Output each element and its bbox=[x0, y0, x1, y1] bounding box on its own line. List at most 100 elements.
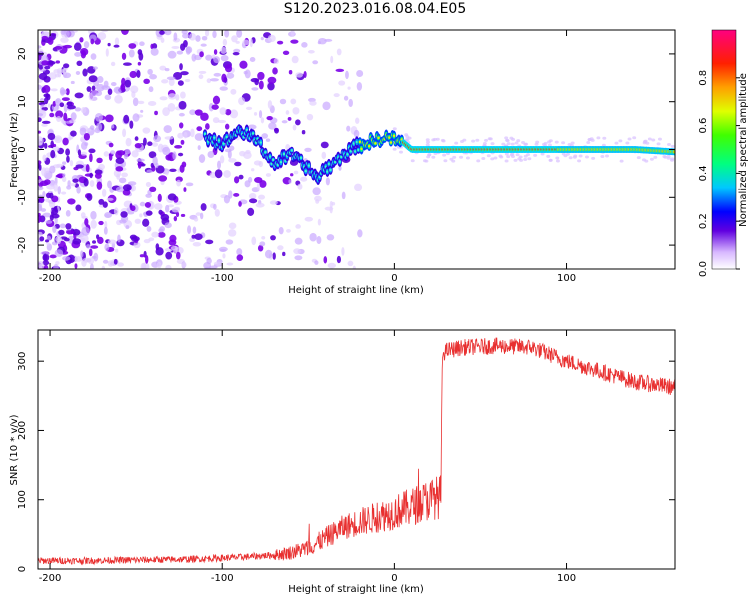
spectrogram-speckle bbox=[256, 182, 261, 191]
spectrogram-speckle bbox=[398, 150, 403, 154]
spectrogram-speckle bbox=[647, 137, 652, 141]
spectrogram-speckle bbox=[80, 50, 87, 59]
spectrogram-speckle bbox=[236, 30, 243, 38]
spectrogram-speckle bbox=[179, 63, 183, 71]
spectrogram-speckle bbox=[224, 30, 230, 38]
spectrogram-speckle bbox=[130, 235, 140, 242]
spectrogram-speckle bbox=[93, 252, 99, 262]
spectrogram-speckle bbox=[200, 43, 207, 47]
spectrogram-speckle bbox=[113, 258, 118, 265]
spectrogram-speckle bbox=[506, 142, 511, 146]
spectrogram-speckle bbox=[169, 234, 177, 243]
spectrogram-speckle bbox=[228, 158, 237, 163]
spectrogram-speckle bbox=[670, 144, 675, 148]
spectrogram-speckle bbox=[89, 180, 95, 188]
spectrogram-speckle bbox=[168, 78, 175, 87]
spectrogram-speckle bbox=[105, 48, 109, 57]
spectrogram-speckle bbox=[357, 229, 363, 238]
spectrogram-speckle bbox=[65, 88, 70, 96]
spectrogram-speckle bbox=[145, 181, 152, 188]
spectrogram-speckle bbox=[213, 56, 221, 64]
spectrogram-speckle bbox=[189, 33, 197, 41]
spectrogram-speckle bbox=[265, 173, 272, 177]
spectrogram-speckle bbox=[161, 79, 169, 84]
spectrogram-speckle bbox=[561, 141, 566, 145]
spectrogram-speckle bbox=[235, 40, 240, 44]
spectrogram-speckle bbox=[152, 156, 158, 166]
colorbar-tick-label: 0.6 bbox=[698, 118, 709, 134]
spectrogram-speckle bbox=[147, 68, 153, 75]
spectrogram-speckle bbox=[601, 143, 606, 147]
spectrogram-speckle bbox=[197, 145, 201, 151]
spectrogram-speckle bbox=[288, 70, 293, 75]
spectrogram-speckle bbox=[85, 244, 91, 249]
spectrogram-speckle bbox=[231, 35, 238, 43]
spectrogram-speckle bbox=[50, 88, 58, 92]
spectrogram-speckle bbox=[282, 251, 286, 257]
spectrogram-speckle bbox=[136, 69, 141, 78]
spectrogram-speckle bbox=[61, 191, 67, 195]
spectrogram-speckle bbox=[97, 236, 104, 245]
spectrogram-speckle bbox=[476, 159, 481, 163]
spectrogram-speckle bbox=[97, 76, 104, 84]
doppler-trace bbox=[202, 124, 675, 186]
spectrogram-speckle bbox=[568, 156, 573, 160]
spectrogram-speckle bbox=[425, 140, 430, 144]
spectrogram-speckle bbox=[74, 107, 82, 112]
spectrogram-speckle bbox=[49, 254, 57, 259]
spectrogram-speckle bbox=[266, 116, 273, 121]
spectrogram-speckle bbox=[292, 107, 300, 115]
doppler-mark-core bbox=[338, 160, 342, 163]
spectrogram-speckle bbox=[90, 38, 95, 45]
spectrogram-speckle bbox=[129, 120, 134, 129]
spectrogram-speckle bbox=[194, 109, 203, 116]
spectrogram-speckle bbox=[320, 141, 329, 149]
spectrogram-speckle bbox=[80, 250, 84, 258]
spectrogram-speckle bbox=[146, 226, 152, 232]
spectrogram-speckle bbox=[181, 261, 187, 268]
spectrogram-speckle bbox=[101, 265, 106, 269]
spectrogram-speckle bbox=[651, 138, 656, 142]
spectrogram-speckle bbox=[540, 152, 545, 156]
spectrogram-speckle bbox=[425, 138, 430, 142]
spectrogram-speckle bbox=[518, 155, 523, 159]
spectrogram-speckle bbox=[65, 210, 71, 217]
spectrogram-speckle bbox=[41, 120, 51, 124]
spectrogram-speckle bbox=[604, 154, 609, 158]
spectrogram-speckle bbox=[171, 45, 180, 49]
spectrogram-speckle bbox=[338, 80, 346, 86]
spectrogram-speckle bbox=[239, 60, 248, 69]
spectrogram-speckle bbox=[103, 226, 108, 235]
spectrogram-speckle bbox=[209, 265, 218, 269]
spectrogram-speckle bbox=[70, 130, 77, 137]
spectrogram-speckle bbox=[227, 149, 232, 159]
spectrogram-speckle bbox=[38, 263, 45, 269]
spectrogram-y-axis: -20 -10 0 10 20 bbox=[17, 48, 675, 253]
spectrogram-speckle bbox=[261, 236, 266, 240]
doppler-mark-core bbox=[213, 136, 216, 139]
spectrogram-speckle bbox=[101, 85, 111, 90]
spectrogram-speckle bbox=[183, 40, 188, 48]
spectrogram-speckle bbox=[38, 186, 44, 191]
spectrogram-speckle bbox=[42, 190, 46, 198]
spectrogram-speckle bbox=[171, 207, 181, 213]
spectrogram-speckle bbox=[239, 150, 246, 157]
spectrogram-speckle bbox=[316, 236, 322, 245]
spectrogram-speckle bbox=[89, 172, 93, 179]
spectrogram-speckle bbox=[264, 249, 273, 259]
spectrogram-speckle bbox=[632, 136, 637, 140]
spectrogram-speckle bbox=[251, 87, 259, 91]
spectrogram-speckle bbox=[42, 260, 50, 266]
snr-ytick-label: 0 bbox=[17, 566, 28, 572]
spectrogram-speckle bbox=[159, 65, 167, 71]
spectrogram-speckle bbox=[46, 184, 55, 190]
spectrogram-speckle bbox=[206, 257, 212, 265]
spectrogram-speckle bbox=[291, 55, 299, 64]
spectrogram-speckle bbox=[162, 146, 171, 156]
spectrogram-speckle bbox=[104, 243, 110, 251]
spectrogram-speckle bbox=[94, 113, 103, 122]
spectrogram-speckle bbox=[55, 174, 64, 178]
spectrogram-speckle bbox=[254, 176, 263, 183]
spectrogram-speckle bbox=[53, 264, 59, 269]
